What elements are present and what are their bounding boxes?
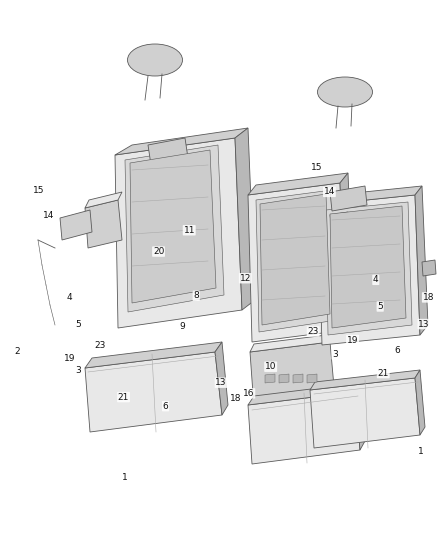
Ellipse shape [318,77,372,107]
Polygon shape [330,212,350,231]
Text: 16: 16 [243,389,254,398]
Polygon shape [248,383,360,405]
Polygon shape [318,186,422,205]
Polygon shape [148,138,188,165]
Text: 19: 19 [64,354,75,362]
Polygon shape [235,128,255,310]
Text: 15: 15 [33,187,44,195]
Text: 12: 12 [240,274,251,282]
Polygon shape [115,138,242,328]
Text: 6: 6 [162,402,169,410]
Polygon shape [115,128,248,155]
Polygon shape [125,145,224,312]
Polygon shape [85,342,222,368]
Ellipse shape [127,44,183,76]
Polygon shape [330,206,406,328]
Text: 3: 3 [332,350,338,359]
Text: 4: 4 [373,276,378,284]
Text: 4: 4 [67,293,72,302]
Polygon shape [422,260,436,276]
Text: 20: 20 [153,247,164,256]
Polygon shape [326,202,412,335]
Text: 11: 11 [184,226,195,235]
Polygon shape [248,173,348,195]
Text: 13: 13 [215,378,227,387]
Polygon shape [415,186,428,335]
Text: 8: 8 [193,292,199,300]
Polygon shape [215,342,228,415]
Text: 13: 13 [418,320,430,328]
Text: 23: 23 [94,341,106,350]
Text: 18: 18 [230,394,241,403]
Polygon shape [330,186,367,211]
Polygon shape [307,374,317,383]
Polygon shape [85,200,122,248]
Polygon shape [279,374,289,383]
Polygon shape [300,206,324,230]
Polygon shape [310,378,420,448]
Polygon shape [415,370,425,435]
Text: 1: 1 [122,473,128,481]
Text: 1: 1 [417,448,424,456]
Text: 5: 5 [75,320,81,328]
Text: 15: 15 [311,164,322,172]
Polygon shape [290,214,325,228]
Text: 21: 21 [378,369,389,377]
Polygon shape [250,342,335,408]
Text: 5: 5 [377,302,383,311]
Text: 21: 21 [118,393,129,401]
Polygon shape [310,370,420,390]
Text: 14: 14 [43,212,55,220]
Polygon shape [293,374,303,383]
Polygon shape [290,222,325,264]
Polygon shape [250,334,335,352]
Polygon shape [130,150,216,303]
Text: 18: 18 [423,293,434,302]
Text: 6: 6 [395,346,401,355]
Polygon shape [60,210,92,240]
Polygon shape [265,374,275,383]
Text: 9: 9 [179,322,185,330]
Text: 10: 10 [265,362,276,371]
Polygon shape [248,392,360,464]
Polygon shape [340,173,354,330]
Polygon shape [256,190,337,332]
Polygon shape [355,383,365,450]
Text: 23: 23 [307,327,319,336]
Polygon shape [85,192,122,208]
Text: 3: 3 [75,366,81,375]
Polygon shape [318,195,420,345]
Text: 14: 14 [324,188,335,196]
Text: 2: 2 [15,348,20,356]
Polygon shape [248,183,346,342]
Polygon shape [260,194,330,325]
Polygon shape [85,352,222,432]
Text: 19: 19 [347,336,358,344]
